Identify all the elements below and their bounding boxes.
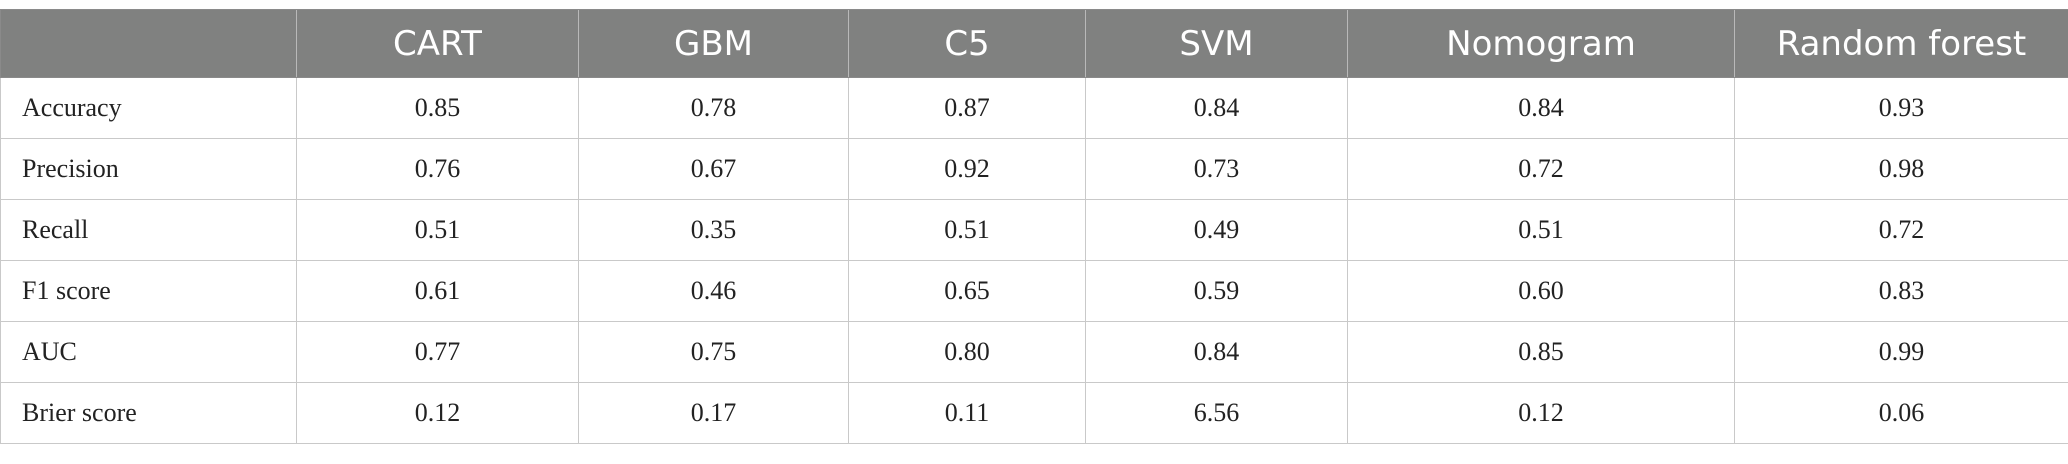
table-cell: 0.49 — [1085, 199, 1348, 261]
table-cell: 0.80 — [848, 321, 1086, 383]
row-label: Accuracy — [0, 77, 297, 139]
table-row-auc: AUC 0.77 0.75 0.80 0.84 0.85 0.99 — [0, 321, 2068, 383]
table-cell: 0.61 — [296, 260, 579, 322]
row-label: F1 score — [0, 260, 297, 322]
metrics-table-container: CART GBM C5 SVM Nomogram Random forest A… — [0, 9, 2068, 444]
table-cell: 0.35 — [578, 199, 849, 261]
table-cell: 0.65 — [848, 260, 1086, 322]
header-cell-svm: SVM — [1085, 9, 1348, 78]
table-cell: 0.59 — [1085, 260, 1348, 322]
table-cell: 0.12 — [296, 382, 579, 444]
table-cell: 0.67 — [578, 138, 849, 200]
table-cell: 0.84 — [1085, 321, 1348, 383]
table-cell: 0.78 — [578, 77, 849, 139]
table-cell: 0.11 — [848, 382, 1086, 444]
table-cell: 0.77 — [296, 321, 579, 383]
header-cell-empty — [0, 9, 297, 78]
row-label: Precision — [0, 138, 297, 200]
row-label: AUC — [0, 321, 297, 383]
table-cell: 0.60 — [1347, 260, 1735, 322]
table-cell: 0.93 — [1734, 77, 2068, 139]
table-cell: 0.51 — [1347, 199, 1735, 261]
table-cell: 0.17 — [578, 382, 849, 444]
table-body: Accuracy 0.85 0.78 0.87 0.84 0.84 0.93 P… — [0, 77, 2068, 444]
table-header: CART GBM C5 SVM Nomogram Random forest — [0, 9, 2068, 78]
table-cell: 0.72 — [1734, 199, 2068, 261]
table-cell: 0.85 — [1347, 321, 1735, 383]
table-cell: 0.51 — [296, 199, 579, 261]
table-row-f1-score: F1 score 0.61 0.46 0.65 0.59 0.60 0.83 — [0, 260, 2068, 322]
header-cell-nomogram: Nomogram — [1347, 9, 1735, 78]
header-cell-gbm: GBM — [578, 9, 849, 78]
table-row-brier-score: Brier score 0.12 0.17 0.11 6.56 0.12 0.0… — [0, 382, 2068, 444]
table-cell: 0.12 — [1347, 382, 1735, 444]
header-cell-cart: CART — [296, 9, 579, 78]
row-label: Brier score — [0, 382, 297, 444]
table-cell: 0.98 — [1734, 138, 2068, 200]
table-cell: 6.56 — [1085, 382, 1348, 444]
table-row-precision: Precision 0.76 0.67 0.92 0.73 0.72 0.98 — [0, 138, 2068, 200]
row-label: Recall — [0, 199, 297, 261]
model-metrics-table: CART GBM C5 SVM Nomogram Random forest A… — [0, 9, 2068, 444]
table-cell: 0.99 — [1734, 321, 2068, 383]
table-row-recall: Recall 0.51 0.35 0.51 0.49 0.51 0.72 — [0, 199, 2068, 261]
header-row: CART GBM C5 SVM Nomogram Random forest — [0, 9, 2068, 78]
header-cell-random-forest: Random forest — [1734, 9, 2068, 78]
table-cell: 0.83 — [1734, 260, 2068, 322]
table-row-accuracy: Accuracy 0.85 0.78 0.87 0.84 0.84 0.93 — [0, 77, 2068, 139]
table-cell: 0.84 — [1347, 77, 1735, 139]
table-cell: 0.84 — [1085, 77, 1348, 139]
table-cell: 0.76 — [296, 138, 579, 200]
table-cell: 0.06 — [1734, 382, 2068, 444]
table-cell: 0.51 — [848, 199, 1086, 261]
header-cell-c5: C5 — [848, 9, 1086, 78]
table-cell: 0.46 — [578, 260, 849, 322]
table-cell: 0.85 — [296, 77, 579, 139]
table-cell: 0.73 — [1085, 138, 1348, 200]
table-cell: 0.72 — [1347, 138, 1735, 200]
table-cell: 0.75 — [578, 321, 849, 383]
table-cell: 0.87 — [848, 77, 1086, 139]
table-cell: 0.92 — [848, 138, 1086, 200]
